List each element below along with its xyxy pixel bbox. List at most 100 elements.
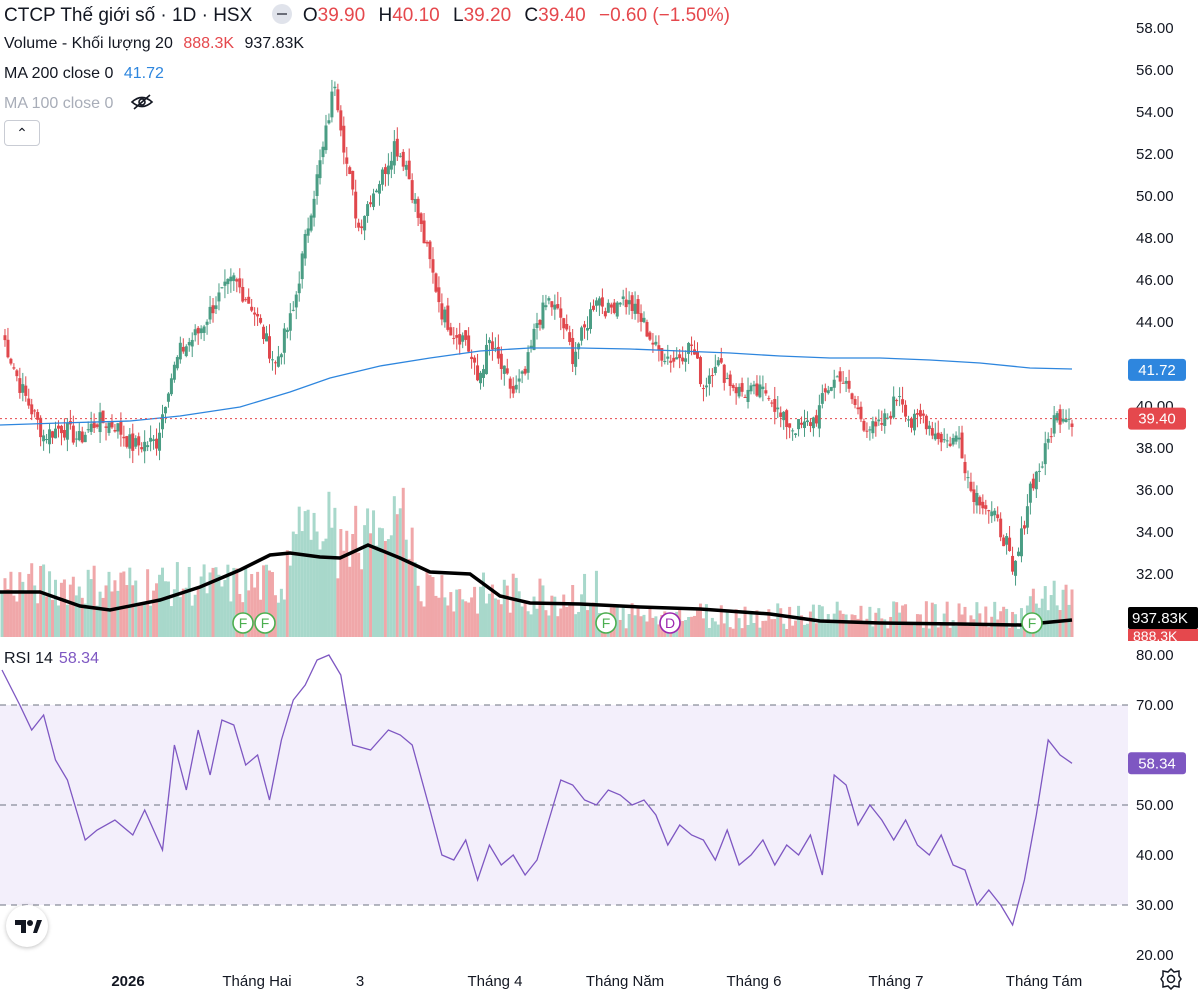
candle-body	[1014, 560, 1018, 576]
volume-bar	[449, 592, 453, 637]
candle-body	[942, 439, 946, 441]
chevron-up-icon: ⌃	[16, 125, 28, 141]
event-marker-dividend-f[interactable]: F	[254, 612, 276, 634]
candle-body	[455, 335, 459, 338]
candle-body	[746, 389, 750, 402]
ma200-legend[interactable]: MA 200 close 0 41.72	[4, 65, 170, 83]
candle-body	[149, 437, 153, 442]
volume-bar	[431, 577, 435, 637]
candle-body	[865, 430, 869, 432]
volume-bar	[419, 601, 423, 637]
candle-body	[990, 511, 994, 517]
volume-bar	[553, 596, 557, 637]
mode-toggle-icon[interactable]	[271, 3, 292, 24]
candle-body	[690, 344, 694, 346]
settings-gear-icon[interactable]	[1160, 968, 1182, 990]
volume-bar	[797, 605, 801, 637]
volume-bar	[187, 566, 191, 637]
volume-bar	[1052, 580, 1056, 637]
volume-bar	[265, 564, 269, 637]
candle-body	[404, 164, 408, 170]
volume-bar	[223, 580, 227, 637]
candle-body	[113, 429, 117, 432]
volume-bar	[1005, 608, 1009, 637]
volume-bar	[800, 615, 804, 637]
volume-bar	[484, 603, 488, 637]
candle-body	[975, 492, 979, 506]
candle-body	[190, 339, 194, 347]
candle-body	[600, 297, 604, 307]
candle-body	[18, 378, 22, 393]
candle-body	[984, 505, 988, 509]
volume-bar	[915, 614, 919, 637]
volume-bar	[541, 585, 545, 637]
volume-bar	[966, 625, 970, 637]
rsi-line	[1, 654, 1073, 927]
volume-bar	[134, 580, 138, 637]
candle-body	[835, 376, 839, 378]
candle-body	[559, 308, 563, 318]
candle-body	[969, 481, 973, 491]
candle-body	[33, 410, 37, 412]
volume-bar	[749, 612, 753, 637]
volume-bar	[627, 613, 631, 637]
candle-body	[92, 421, 96, 428]
tradingview-logo-icon[interactable]	[6, 905, 48, 947]
symbol-title[interactable]: CTCP Thế giới số · 1D · HSX	[4, 5, 253, 26]
eye-off-icon[interactable]	[130, 93, 154, 111]
candle-body	[291, 309, 295, 311]
candle-body	[6, 339, 10, 358]
candle-body	[924, 415, 928, 430]
candle-body	[1049, 436, 1053, 438]
volume-bar	[713, 621, 717, 637]
time-axis-label: Tháng Tám	[1006, 973, 1082, 989]
volume-legend[interactable]: Volume - Khối lượng 20 888.3K 937.83K	[4, 35, 310, 53]
candle-body	[725, 378, 729, 380]
volume-bar	[835, 601, 839, 637]
candle-body	[577, 343, 581, 350]
candle-body	[591, 305, 595, 310]
candle-body	[294, 294, 298, 308]
ma100-legend[interactable]: MA 100 close 0	[4, 93, 154, 113]
volume-bar	[805, 623, 809, 637]
volume-bar	[505, 585, 509, 637]
event-marker-dividend-f[interactable]: F	[595, 612, 617, 634]
price-tick-label: 36.00	[1136, 482, 1174, 499]
volume-bar	[1022, 625, 1026, 637]
candle-body	[838, 371, 842, 382]
candle-body	[565, 324, 569, 330]
candle-body	[482, 369, 485, 378]
candle-body	[553, 304, 557, 310]
candle-body	[892, 396, 896, 418]
volume-bar	[523, 602, 527, 637]
event-marker-dividend-d[interactable]: D	[659, 612, 681, 634]
candle-body	[722, 364, 726, 383]
candle-body	[71, 425, 75, 443]
candle-body	[814, 415, 818, 424]
candle-body	[719, 358, 723, 363]
volume-bars	[0, 487, 1074, 637]
candle-body	[710, 375, 714, 377]
candle-body	[918, 410, 922, 417]
volume-bar	[779, 608, 783, 637]
volume-bar	[511, 573, 515, 637]
event-marker-dividend-f[interactable]: F	[232, 612, 254, 634]
candle-body	[217, 292, 221, 302]
volume-bar	[303, 511, 307, 637]
volume-bar	[392, 496, 396, 637]
volume-bar	[6, 589, 10, 637]
candle-body	[464, 330, 468, 340]
volume-bar	[342, 550, 346, 637]
volume-bar	[1064, 584, 1068, 637]
candle-body	[398, 155, 402, 157]
volume-bar	[758, 627, 762, 637]
volume-bar	[12, 595, 16, 637]
rsi-legend[interactable]: RSI 14 58.34	[4, 650, 99, 668]
collapse-legend-button[interactable]: ⌃	[4, 120, 40, 146]
candle-body	[794, 433, 798, 435]
event-marker-dividend-f[interactable]: F	[1021, 612, 1043, 634]
volume-bar	[520, 606, 524, 637]
volume-bar	[856, 618, 860, 637]
price-tick-label: 38.00	[1136, 440, 1174, 457]
